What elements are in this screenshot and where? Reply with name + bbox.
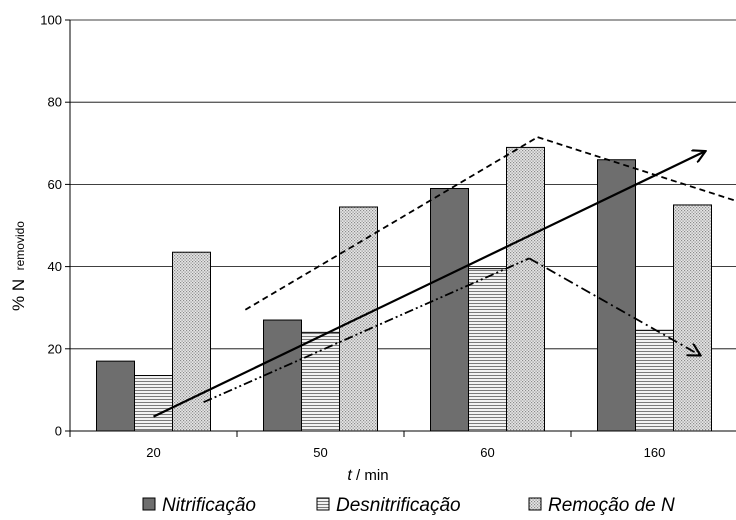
legend: Nitrificação Desnitrificação Remoção de … <box>142 495 675 516</box>
legend-swatch-desnitrificacao <box>316 497 330 511</box>
y-tick-label: 20 <box>48 341 62 356</box>
bar-remocao <box>506 146 545 432</box>
x-axis-label-var: t <box>347 467 352 484</box>
y-axis-label: % N removido <box>9 221 28 311</box>
bar-desnitrificacao <box>301 331 340 432</box>
bar-desnitrificacao <box>134 375 173 432</box>
bar-desnitrificacao <box>635 329 674 432</box>
bar-nitrificacao <box>96 360 135 432</box>
legend-item-remocao: Remoção de N <box>528 495 675 516</box>
y-axis-label-main: % N <box>9 279 28 311</box>
legend-label-remocao: Remoção de N <box>548 495 675 516</box>
bar-desnitrificacao <box>468 268 507 432</box>
legend-swatch-nitrificacao <box>142 497 156 511</box>
trend-line-dashed <box>244 136 539 311</box>
y-tick-label: 100 <box>40 13 62 28</box>
trend-line-solid <box>153 152 705 418</box>
x-tick-label: 60 <box>480 445 494 460</box>
x-axis-label-rest: / min <box>352 467 389 484</box>
legend-label-desnitrificacao: Desnitrificação <box>336 495 461 516</box>
x-axis-label: t / min <box>347 467 388 484</box>
x-tick-label: 160 <box>644 445 666 460</box>
trend-line-dash-dot-dot <box>203 257 530 404</box>
legend-label-nitrificacao: Nitrificação <box>162 495 256 516</box>
legend-item-desnitrificacao: Desnitrificação <box>316 495 461 516</box>
trend-lines <box>153 136 736 418</box>
axes <box>65 19 736 437</box>
bar-nitrificacao <box>597 159 636 432</box>
bar-nitrificacao <box>430 188 469 432</box>
bars <box>96 146 712 432</box>
x-tick-label: 20 <box>146 445 160 460</box>
bar-nitrificacao <box>263 319 302 432</box>
tick-labels: 0 20 40 60 80 100 20 50 60 160 <box>40 13 665 461</box>
y-tick-label: 40 <box>48 259 62 274</box>
trend-line-dashed <box>537 136 736 202</box>
y-tick-label: 60 <box>48 177 62 192</box>
y-axis-label-sub: removido <box>13 221 27 271</box>
legend-item-nitrificacao: Nitrificação <box>142 495 256 516</box>
y-tick-label: 0 <box>55 424 62 439</box>
svg-text:% N removido: % N removido <box>9 221 28 311</box>
trend-line-dash-dot <box>528 257 699 355</box>
legend-swatch-remocao <box>528 497 542 511</box>
x-tick-label: 50 <box>313 445 327 460</box>
y-tick-label: 80 <box>48 95 62 110</box>
bar-remocao <box>673 204 712 432</box>
